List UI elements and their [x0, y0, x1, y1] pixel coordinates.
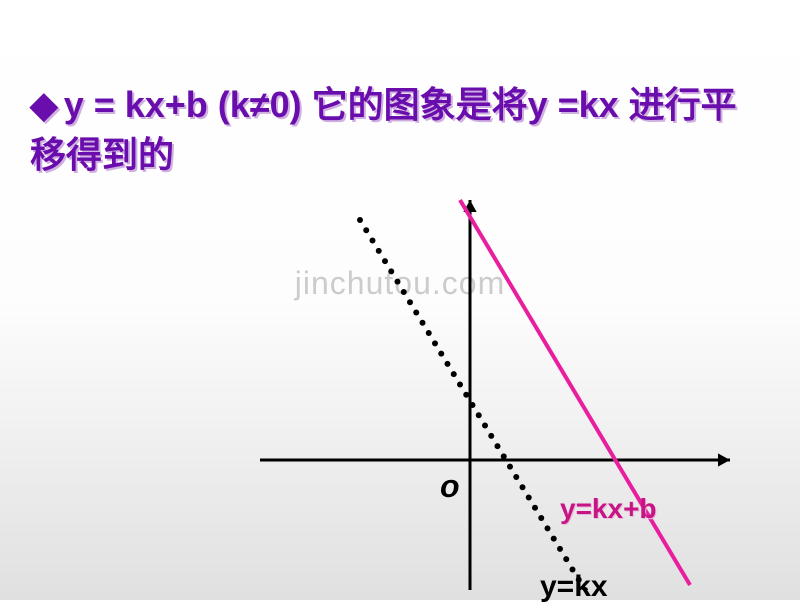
- bullet-diamond: ◆: [30, 84, 58, 125]
- slide-title: ◆y = kx+b (k≠0) 它的图象是将y =kx 进行平移得到的: [30, 80, 770, 181]
- title-text: y = kx+b (k≠0) 它的图象是将y =kx 进行平移得到的: [30, 84, 737, 175]
- coordinate-graph: y=kxy=kx+bo: [240, 170, 740, 590]
- line-label-ykxb: y=kx+b: [560, 493, 657, 525]
- origin-label: o: [440, 468, 460, 505]
- line-label-ykx: y=kx: [540, 570, 608, 604]
- graph-svg: [240, 170, 740, 590]
